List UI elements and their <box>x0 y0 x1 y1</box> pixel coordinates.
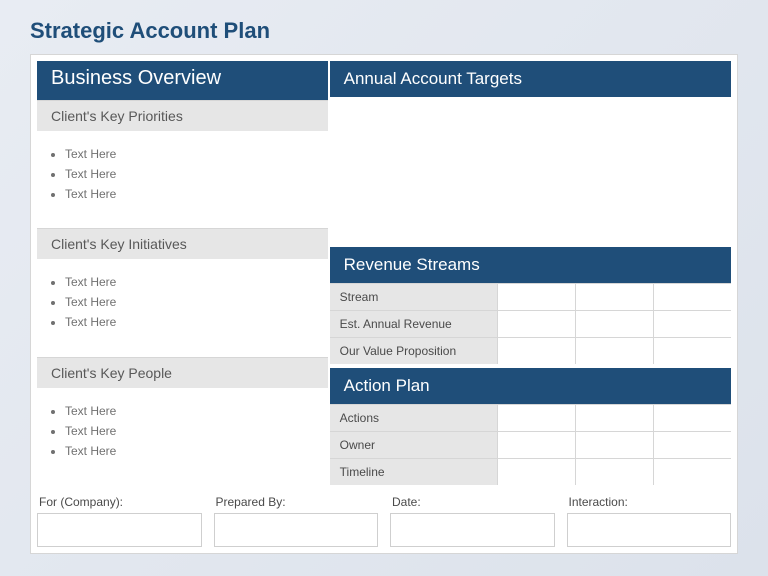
grid-cell[interactable] <box>576 405 654 431</box>
grid-cell[interactable] <box>576 459 654 485</box>
action-row-owner: Owner <box>330 431 731 458</box>
list-item: Text Here <box>65 444 314 458</box>
grid-cell[interactable] <box>654 459 731 485</box>
revenue-row-value: Our Value Proposition <box>330 337 731 364</box>
people-label: Client's Key People <box>37 357 328 388</box>
footer-interaction: Interaction: <box>567 495 732 547</box>
date-input[interactable] <box>390 513 555 547</box>
grid-cell[interactable] <box>576 338 654 364</box>
list-item: Text Here <box>65 295 314 309</box>
grid-cell[interactable] <box>498 432 576 458</box>
list-item: Text Here <box>65 187 314 201</box>
footer-prepared: Prepared By: <box>214 495 379 547</box>
footer-label: Prepared By: <box>214 495 379 509</box>
list-item: Text Here <box>65 147 314 161</box>
row-label: Actions <box>330 405 499 431</box>
footer-date: Date: <box>390 495 555 547</box>
targets-area <box>330 97 731 247</box>
row-label: Our Value Proposition <box>330 338 499 364</box>
initiatives-list: Text Here Text Here Text Here <box>37 259 328 356</box>
action-header: Action Plan <box>330 368 731 404</box>
list-item: Text Here <box>65 275 314 289</box>
grid-cell[interactable] <box>498 459 576 485</box>
grid-cell[interactable] <box>654 311 731 337</box>
grid-cell[interactable] <box>654 284 731 310</box>
list-item: Text Here <box>65 315 314 329</box>
targets-header: Annual Account Targets <box>330 61 731 97</box>
people-list: Text Here Text Here Text Here <box>37 388 328 485</box>
priorities-label: Client's Key Priorities <box>37 100 328 131</box>
footer-label: Date: <box>390 495 555 509</box>
grid-cell[interactable] <box>576 311 654 337</box>
grid-cell[interactable] <box>498 405 576 431</box>
grid-cell[interactable] <box>576 284 654 310</box>
company-input[interactable] <box>37 513 202 547</box>
list-item: Text Here <box>65 404 314 418</box>
footer-label: For (Company): <box>37 495 202 509</box>
plan-card: Business Overview Client's Key Prioritie… <box>30 54 738 554</box>
list-item: Text Here <box>65 167 314 181</box>
revenue-row-est: Est. Annual Revenue <box>330 310 731 337</box>
main-area: Business Overview Client's Key Prioritie… <box>37 61 731 485</box>
action-row-actions: Actions <box>330 404 731 431</box>
priorities-list: Text Here Text Here Text Here <box>37 131 328 228</box>
grid-cell[interactable] <box>498 284 576 310</box>
row-label: Owner <box>330 432 499 458</box>
footer-label: Interaction: <box>567 495 732 509</box>
initiatives-label: Client's Key Initiatives <box>37 228 328 259</box>
grid-cell[interactable] <box>654 432 731 458</box>
grid-cell[interactable] <box>576 432 654 458</box>
prepared-input[interactable] <box>214 513 379 547</box>
right-column: Annual Account Targets Revenue Streams S… <box>330 61 731 485</box>
page-title: Strategic Account Plan <box>30 18 738 44</box>
revenue-header: Revenue Streams <box>330 247 731 283</box>
footer-company: For (Company): <box>37 495 202 547</box>
grid-cell[interactable] <box>654 338 731 364</box>
left-column: Business Overview Client's Key Prioritie… <box>37 61 328 485</box>
row-label: Timeline <box>330 459 499 485</box>
row-label: Est. Annual Revenue <box>330 311 499 337</box>
row-label: Stream <box>330 284 499 310</box>
grid-cell[interactable] <box>654 405 731 431</box>
grid-cell[interactable] <box>498 311 576 337</box>
footer-row: For (Company): Prepared By: Date: Intera… <box>37 495 731 547</box>
grid-cell[interactable] <box>498 338 576 364</box>
interaction-input[interactable] <box>567 513 732 547</box>
list-item: Text Here <box>65 424 314 438</box>
revenue-row-stream: Stream <box>330 283 731 310</box>
business-overview-header: Business Overview <box>37 61 328 100</box>
action-row-timeline: Timeline <box>330 458 731 485</box>
